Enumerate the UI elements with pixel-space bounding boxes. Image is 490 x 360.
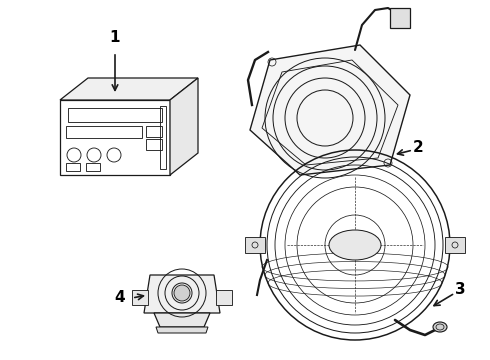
Ellipse shape [329, 230, 381, 260]
Polygon shape [132, 290, 148, 305]
Polygon shape [250, 45, 410, 175]
Polygon shape [170, 78, 198, 175]
Ellipse shape [433, 322, 447, 332]
Circle shape [174, 285, 190, 301]
Text: 3: 3 [455, 283, 466, 297]
Text: 1: 1 [110, 31, 120, 45]
Text: 4: 4 [115, 291, 125, 306]
Polygon shape [390, 8, 410, 28]
Text: 2: 2 [413, 140, 423, 156]
Polygon shape [144, 275, 220, 313]
Polygon shape [156, 327, 208, 333]
Polygon shape [216, 290, 232, 305]
Polygon shape [245, 237, 265, 253]
Polygon shape [445, 237, 465, 253]
Polygon shape [60, 78, 198, 100]
Polygon shape [154, 313, 210, 327]
